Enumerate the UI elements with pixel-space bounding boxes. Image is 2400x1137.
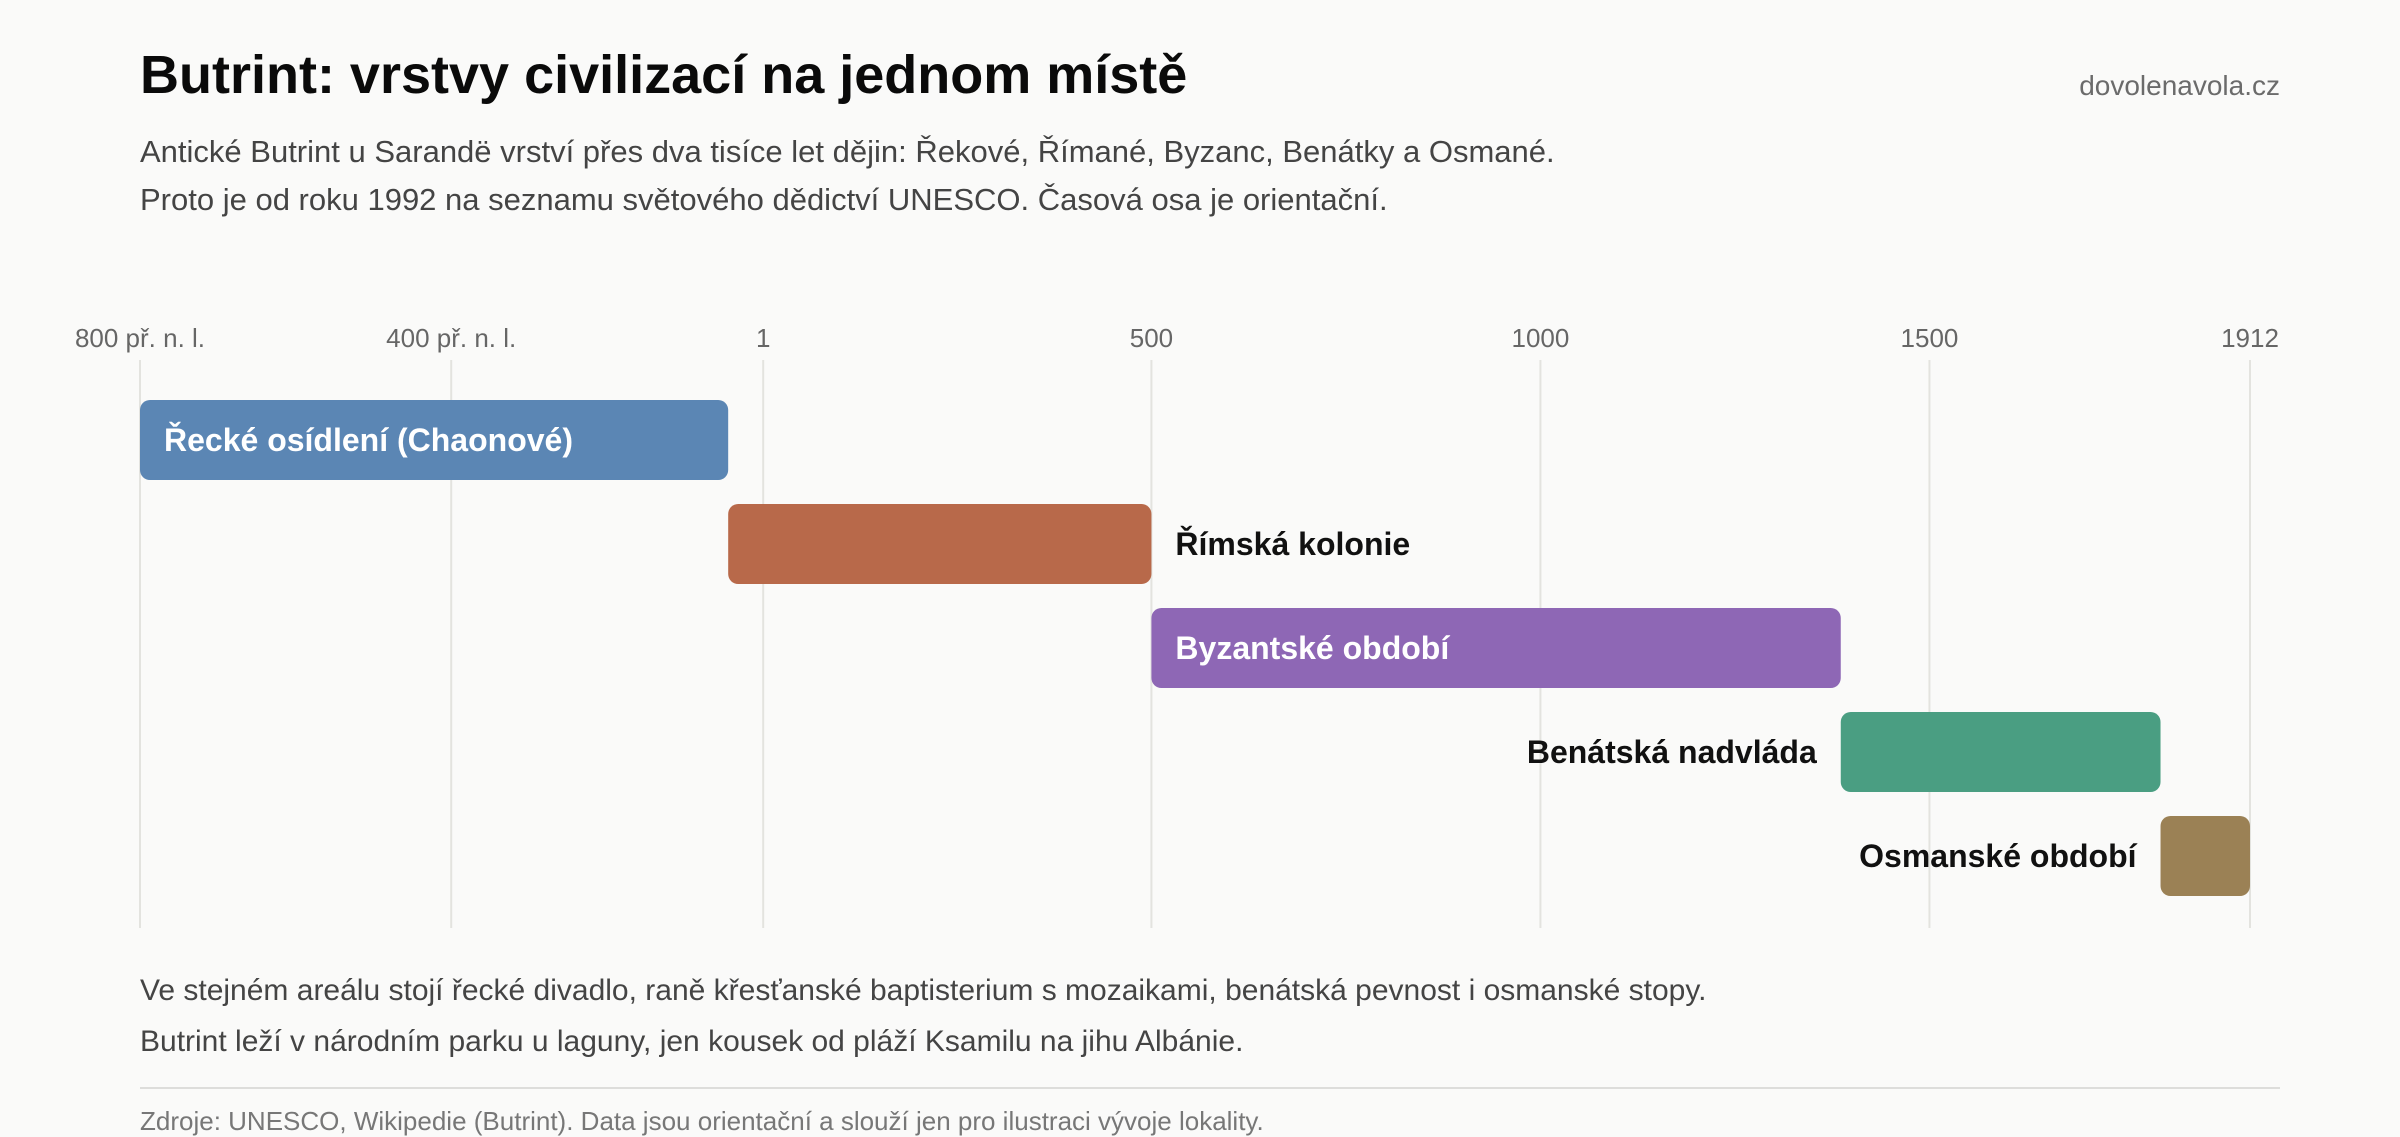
period-bar — [2160, 816, 2250, 896]
period-labels: Řecké osídlení (Chaonové) Římská kolonie B… — [164, 422, 2138, 874]
subtitle-line-1: Antické Butrint u Sarandë vrství přes dv… — [140, 134, 1555, 169]
x-tick-label: 400 př. n. l. — [386, 323, 516, 353]
x-tick-label: 1912 — [2221, 323, 2279, 353]
period-bar — [140, 400, 729, 480]
x-tick-label: 1500 — [1901, 323, 1959, 353]
footer-divider — [140, 1087, 2280, 1089]
footer-line-2: Butrint leží v národním parku u laguny, … — [140, 1025, 1244, 1058]
footer-text: Ve stejném areálu stojí řecké divadlo, r… — [140, 965, 1706, 1067]
period-bar — [1840, 712, 2161, 792]
x-tick-label: 800 př. n. l. — [75, 323, 205, 353]
x-tick-label: 1000 — [1512, 323, 1570, 353]
page-title: Butrint: vrstvy civilizací na jednom mís… — [140, 45, 1188, 105]
footer-note: Zdroje: UNESCO, Wikipedie (Butrint). Dat… — [140, 1106, 1264, 1136]
period-label: Benátská nadvláda — [1527, 734, 1817, 770]
period-label: Řecké osídlení (Chaonové) — [164, 422, 573, 458]
footer-line-1: Ve stejném areálu stojí řecké divadlo, r… — [140, 974, 1707, 1007]
period-label: Osmanské období — [1859, 838, 2138, 874]
subtitle: Antické Butrint u Sarandë vrství přes dv… — [140, 128, 1555, 224]
subtitle-line-2: Proto je od roku 1992 na seznamu světové… — [140, 182, 1388, 217]
period-bar — [728, 504, 1152, 584]
source-label: dovolenavola.cz — [2079, 70, 2280, 101]
period-bars — [140, 400, 2250, 896]
x-tick-label: 500 — [1130, 323, 1173, 353]
timeline-chart: 800 př. n. l. 400 př. n. l. 1 500 1000 1500 19… — [75, 323, 2279, 928]
x-tick-label: 1 — [756, 323, 770, 353]
axis-tick-labels: 800 př. n. l. 400 př. n. l. 1 500 1000 1500 19… — [75, 323, 2279, 353]
period-bar — [1151, 608, 1841, 688]
period-label: Římská kolonie — [1175, 526, 1410, 562]
period-label: Byzantské období — [1175, 630, 1450, 666]
